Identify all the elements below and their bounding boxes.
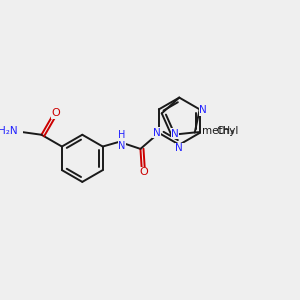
- Text: O: O: [51, 108, 60, 118]
- Text: methyl: methyl: [202, 126, 238, 136]
- Text: N: N: [176, 143, 183, 153]
- Text: CH₃: CH₃: [216, 126, 234, 136]
- Text: N: N: [153, 128, 160, 138]
- Text: N: N: [171, 128, 179, 139]
- Text: N: N: [200, 105, 207, 115]
- Text: O: O: [140, 167, 148, 177]
- Text: H₂N: H₂N: [0, 126, 18, 136]
- Text: H
N: H N: [118, 130, 126, 151]
